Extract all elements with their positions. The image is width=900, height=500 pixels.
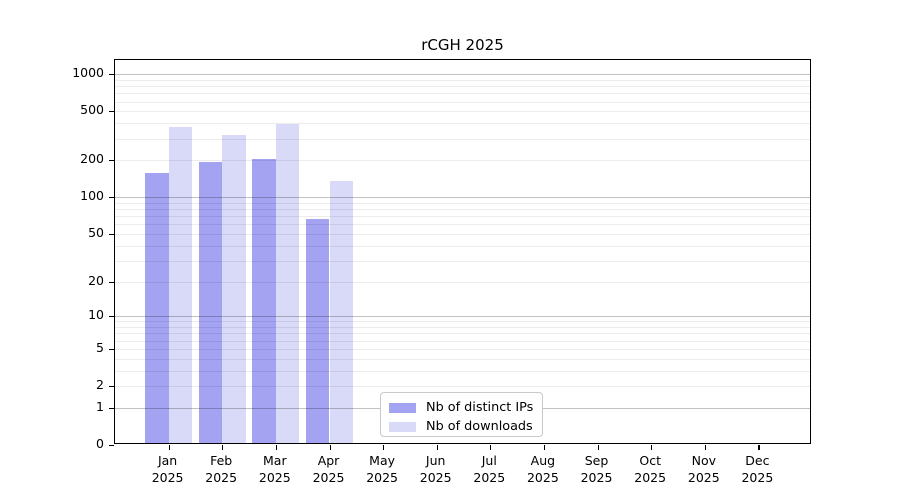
- y-axis-tick-label-10: 10: [88, 307, 104, 323]
- gridline-minor-50: [115, 233, 810, 235]
- bar-downloads-jan-2025: [168, 127, 192, 443]
- gridline-minor-900: [115, 79, 810, 81]
- y-tick-1000: [108, 74, 114, 76]
- gridline-minor-800: [115, 86, 810, 88]
- y-axis-tick-label-20: 20: [88, 272, 104, 288]
- gridline-minor-200: [115, 160, 810, 162]
- x-tick-feb: [222, 445, 224, 450]
- legend-swatch-distinct-ips: [389, 402, 416, 413]
- x-tick-nov: [704, 445, 706, 450]
- gridline-minor-6: [115, 340, 810, 342]
- bar-distinct-ips-apr-2025: [306, 218, 330, 443]
- gridline-minor-3: [115, 370, 810, 372]
- gridline-minor-70: [115, 216, 810, 218]
- y-axis-tick-label-50: 50: [88, 224, 104, 240]
- x-tick-jan: [168, 445, 170, 450]
- chart-title: rCGH 2025: [421, 36, 504, 54]
- bar-distinct-ips-mar-2025: [252, 158, 276, 443]
- bar-downloads-feb-2025: [222, 134, 246, 443]
- y-tick-50: [108, 233, 114, 236]
- legend-swatch-downloads: [389, 421, 416, 432]
- x-tick-aug: [543, 445, 546, 450]
- legend-item-distinct-ips: Nb of distinct IPs: [389, 398, 534, 417]
- gridline-minor-8: [115, 327, 810, 329]
- gridline-minor-500: [115, 111, 810, 113]
- x-axis-tick-label-dec: Dec 2025: [741, 453, 774, 485]
- y-tick-5: [108, 348, 114, 350]
- y-axis-tick-label-200: 200: [80, 151, 104, 167]
- gridline-minor-80: [115, 209, 810, 211]
- gridline-minor-300: [115, 138, 810, 140]
- x-axis-tick-label-nov: Nov 2025: [687, 453, 720, 485]
- y-tick-500: [108, 111, 114, 113]
- x-tick-apr: [329, 445, 331, 450]
- x-axis-tick-label-may: May 2025: [366, 453, 398, 485]
- gridline-minor-600: [115, 101, 810, 103]
- y-axis-tick-label-2: 2: [96, 377, 104, 392]
- y-tick-10: [108, 316, 114, 318]
- y-axis-tick-label-0: 0: [96, 436, 104, 451]
- gridline-minor-20: [115, 281, 810, 283]
- gridline-minor-9: [115, 321, 810, 323]
- gridline-major-10: [115, 316, 810, 318]
- y-tick-0: [108, 445, 114, 447]
- legend: Nb of distinct IPs Nb of downloads: [380, 392, 543, 437]
- x-axis-tick-label-oct: Oct 2025: [634, 453, 667, 485]
- gridline-minor-5: [115, 348, 810, 350]
- gridline-minor-40: [115, 245, 810, 247]
- y-tick-2: [108, 386, 114, 388]
- x-axis-tick-label-aug: Aug 2025: [526, 453, 559, 485]
- y-axis-tick-label-500: 500: [80, 102, 104, 118]
- x-tick-dec: [758, 445, 760, 450]
- y-tick-100: [108, 197, 114, 199]
- x-axis-tick-label-feb: Feb 2025: [205, 453, 238, 485]
- x-tick-oct: [651, 445, 653, 450]
- y-axis-tick-label-100: 100: [80, 188, 104, 204]
- gridline-minor-400: [115, 123, 810, 125]
- bar-distinct-ips-feb-2025: [198, 161, 223, 443]
- x-axis-tick-label-apr: Apr 2025: [312, 453, 345, 485]
- y-tick-200: [108, 160, 114, 162]
- y-axis-tick-label-1000: 1000: [72, 65, 104, 81]
- legend-label-downloads: Nb of downloads: [426, 419, 533, 434]
- gridline-minor-700: [115, 93, 810, 95]
- x-axis-tick-label-jan: Jan 2025: [151, 453, 184, 485]
- gridline-major-1000: [115, 74, 810, 76]
- x-tick-sep: [597, 445, 599, 450]
- gridline-minor-4: [115, 358, 810, 360]
- gridline-minor-2: [115, 386, 810, 387]
- x-axis-tick-label-jun: Jun 2025: [419, 453, 452, 485]
- gridline-minor-7: [115, 333, 810, 335]
- bar-distinct-ips-jan-2025: [145, 173, 169, 443]
- x-axis-tick-label-sep: Sep 2025: [580, 453, 613, 485]
- gridline-minor-90: [115, 202, 810, 204]
- x-tick-mar: [275, 445, 277, 450]
- x-axis-tick-label-jul: Jul 2025: [473, 453, 506, 485]
- x-axis-tick-label-mar: Mar 2025: [258, 453, 291, 485]
- gridline-minor-60: [115, 224, 810, 226]
- x-tick-may: [383, 445, 385, 450]
- x-tick-jul: [490, 445, 492, 450]
- gridline-major-100: [115, 197, 810, 199]
- y-axis-tick-label-1: 1: [96, 398, 104, 414]
- y-axis-tick-label-5: 5: [96, 339, 104, 355]
- y-tick-20: [108, 281, 114, 283]
- bar-downloads-apr-2025: [329, 180, 353, 443]
- x-tick-jun: [436, 445, 438, 450]
- legend-label-distinct-ips: Nb of distinct IPs: [426, 400, 534, 415]
- y-tick-1: [108, 407, 114, 409]
- legend-item-downloads: Nb of downloads: [389, 417, 534, 436]
- gridline-minor-30: [115, 260, 810, 262]
- bar-downloads-mar-2025: [275, 123, 300, 443]
- plot-area: [108, 59, 811, 450]
